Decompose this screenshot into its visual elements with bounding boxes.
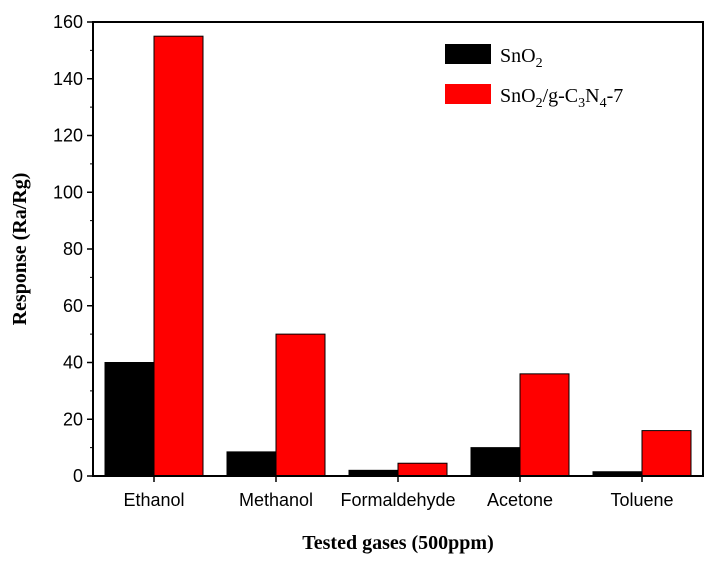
y-tick-label: 0 [73,466,83,486]
bar-sno2-gc3n4-ethanol [153,35,204,477]
y-tick-label: 100 [53,182,83,202]
legend-label-sno2: SnO2 [500,45,543,71]
bar-sno2-ethanol [104,362,155,477]
y-tick-label: 160 [53,12,83,32]
x-tick-label: Toluene [610,490,673,510]
y-tick-label: 140 [53,69,83,89]
legend-swatch-sno2 [445,44,491,64]
y-tick-label: 80 [63,239,83,259]
legend-label-sno2-gc3n4: SnO2/g-C3N4-7 [500,85,623,111]
bar-sno2-gc3n4-acetone [519,373,570,477]
y-tick-label: 20 [63,409,83,429]
y-tick-label: 40 [63,353,83,373]
x-tick-label: Acetone [487,490,553,510]
bar-sno2-gc3n4-methanol [275,333,326,477]
x-tick-label: Methanol [239,490,313,510]
bar-sno2-gc3n4-toluene [641,430,692,477]
bar-sno2-gc3n4-formaldehyde [397,462,448,477]
x-axis: Ethanol Methanol Formaldehyde Acetone Toluen… [123,476,674,510]
bar-sno2-acetone [470,447,521,477]
legend-swatch-sno2-gc3n4 [445,84,491,104]
legend: SnO2 SnO2/g-C3N4-7 [445,44,623,111]
x-axis-title: Tested gases (500ppm) [302,532,494,554]
y-axis: 0 20 40 60 80 100 120 140 160 [53,12,93,486]
y-tick-label: 120 [53,126,83,146]
y-axis-title: Response (Ra/Rg) [9,173,31,326]
x-tick-label: Formaldehyde [340,490,455,510]
x-tick-label: Ethanol [123,490,184,510]
bar-sno2-methanol [226,451,277,477]
y-tick-label: 60 [63,296,83,316]
bars-group [104,35,692,477]
